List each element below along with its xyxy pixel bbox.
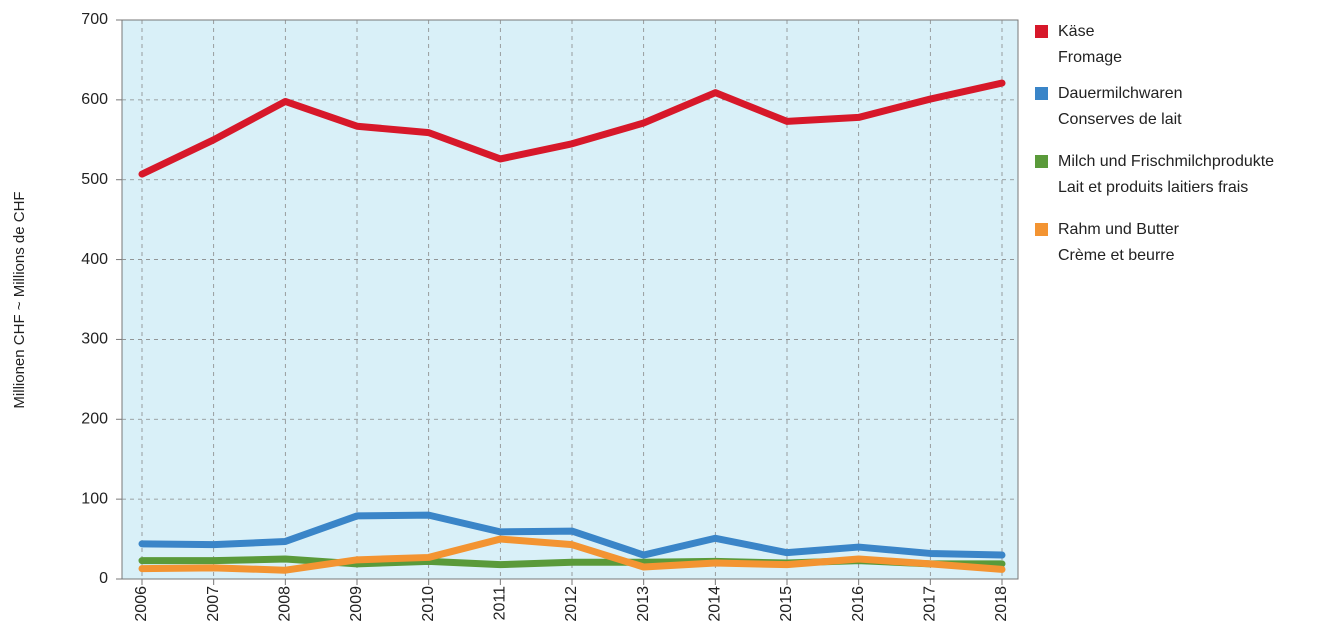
y-tick-label: 200 [81,411,108,428]
y-axis-label: Millionen CHF ~ Millions de CHF [11,191,28,408]
x-tick-label: 2006 [133,586,150,622]
legend-label-2: Conserves de lait [1058,111,1182,128]
legend-label-2: Crème et beurre [1058,247,1175,264]
y-tick-label: 600 [81,91,108,108]
x-tick-label: 2007 [205,586,222,622]
legend-label: Käse [1058,23,1095,40]
x-tick-label: 2012 [563,586,580,622]
plot-area [121,19,1019,580]
legend-swatch [1035,87,1048,100]
x-tick-label: 2010 [420,586,437,622]
y-tick-label: 300 [81,331,108,348]
legend-label: Milch und Frischmilchprodukte [1058,153,1274,170]
series-line [138,79,1006,178]
legend-label: Dauermilchwaren [1058,85,1183,102]
legend-swatch [1035,155,1048,168]
y-tick-label: 0 [99,570,108,587]
y-tick-label: 500 [81,171,108,188]
x-tick-label: 2016 [850,586,867,622]
x-tick-label: 2017 [922,586,939,622]
legend-label: Rahm und Butter [1058,221,1180,238]
legend-swatch [1035,223,1048,236]
x-tick-label: 2014 [707,586,724,622]
x-tick-label: 2013 [635,586,652,622]
x-tick-label: 2018 [993,586,1010,622]
y-tick-label: 400 [81,251,108,268]
x-tick-label: 2008 [277,586,294,622]
series-line [138,535,1006,574]
y-tick-label: 700 [81,11,108,28]
legend-label-2: Lait et produits laitiers frais [1058,179,1248,196]
series-line [138,511,1006,559]
y-tick-label: 100 [81,490,108,507]
legend-swatch [1035,25,1048,38]
x-tick-label: 2009 [348,586,365,622]
legend-label-2: Fromage [1058,49,1122,66]
x-tick-label: 2011 [492,586,509,621]
x-tick-label: 2015 [778,586,795,622]
